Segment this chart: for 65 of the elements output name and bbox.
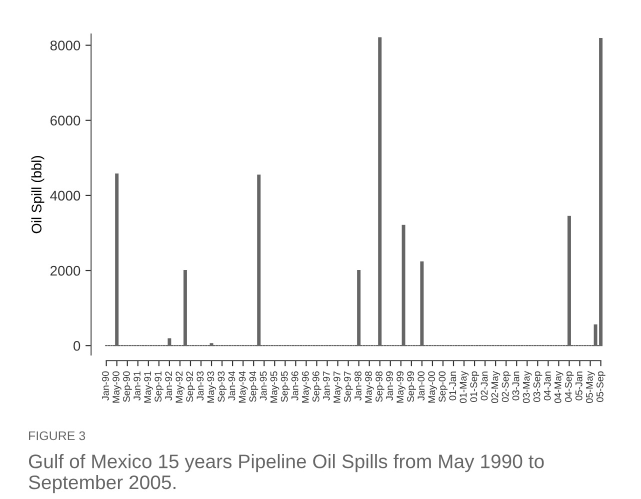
x-tick-label: Sep-93 [218, 371, 227, 402]
bar [420, 261, 424, 346]
x-tick-label: Sep-99 [407, 371, 416, 402]
x-tick-label: May-99 [396, 371, 406, 403]
x-tick-label: 01-Sep [470, 371, 480, 402]
bar [257, 174, 261, 346]
x-tick-label: 02-May [491, 370, 500, 404]
bar [357, 270, 361, 346]
x-tick-label: 02-Sep [502, 371, 511, 402]
y-tick-label: 6000 [50, 116, 80, 126]
x-tick-label: May-92 [176, 371, 184, 403]
x-tick-label: Jan-90 [102, 371, 109, 401]
x-tick-label: 01-May [460, 370, 469, 404]
x-tick-label: Sep-91 [154, 371, 164, 402]
x-tick-label: Jan-97 [322, 371, 330, 401]
x-tick-label: Jan-96 [291, 371, 298, 401]
text: Gulf of Mexico 15 years Pipeline Oil Spills from May 1990 to September 2005. [28, 454, 544, 494]
x-tick-label: Jan-94 [228, 371, 236, 401]
x-tick-label: May-96 [302, 371, 311, 403]
x-tick-label: Jan-92 [165, 371, 172, 401]
x-tick-label: 04-Jan [544, 372, 551, 400]
x-tick-label: Jan-95 [260, 371, 267, 401]
x-tick-label: May-90 [112, 371, 122, 403]
x-tick-label: Sep-00 [438, 371, 448, 402]
x-tick-label: 05-Jan [575, 372, 582, 400]
bar [378, 37, 382, 346]
x-tick-label: 03-Jan [512, 372, 520, 400]
x-tick-label: Jan-00 [418, 371, 425, 401]
bar [402, 224, 406, 346]
x-tick-label: Sep-96 [312, 371, 322, 402]
bar [168, 338, 172, 346]
caption: FIGURE 3 [29, 431, 86, 440]
x-tick-label: Sep-94 [249, 371, 258, 402]
x-tick-label: May-91 [144, 371, 153, 403]
x-tick-label: May-00 [428, 371, 437, 403]
x-tick-label: Sep-98 [376, 371, 384, 402]
x-tick-label: 03-Sep [533, 371, 542, 402]
x-tick-label: May-93 [207, 371, 216, 403]
y-tick-label: 8000 [50, 40, 80, 50]
x-tick-label: Jan-91 [134, 371, 140, 401]
x-tick-label: May-95 [270, 371, 280, 403]
x-tick-label: Sep-95 [280, 371, 290, 402]
x-tick-label: May-98 [365, 371, 374, 403]
x-tick-label: May-94 [238, 371, 248, 403]
y-tick-label: 0 [74, 340, 80, 351]
x-tick-label: 03-May [522, 370, 532, 404]
x-tick-label: 05-May [586, 370, 595, 404]
x-tick-label: 01-Jan [449, 372, 456, 400]
x-tick-label: May-97 [334, 371, 342, 403]
x-tick-label: Sep-92 [186, 371, 196, 402]
bar [115, 173, 119, 346]
y-tick-label: 4000 [50, 190, 80, 201]
x-tick-label: 05-Sep [596, 371, 606, 402]
x-tick-label: 04-Sep [564, 371, 574, 402]
x-tick-label: Jan-98 [354, 371, 362, 401]
x-tick-label: 04-May [554, 370, 564, 404]
x-tick-label: Sep-97 [344, 371, 353, 402]
y-axis-title: Oil Spill (bbl) [31, 156, 44, 234]
bar [183, 270, 187, 346]
x-tick-label: 02-Jan [480, 372, 488, 400]
x-tick-label: Sep-90 [123, 371, 132, 402]
x-tick-label: Jan-93 [196, 371, 204, 401]
x-tick-label: Jan-99 [386, 371, 393, 401]
bar [567, 216, 571, 346]
y-tick-label: 2000 [50, 266, 80, 276]
